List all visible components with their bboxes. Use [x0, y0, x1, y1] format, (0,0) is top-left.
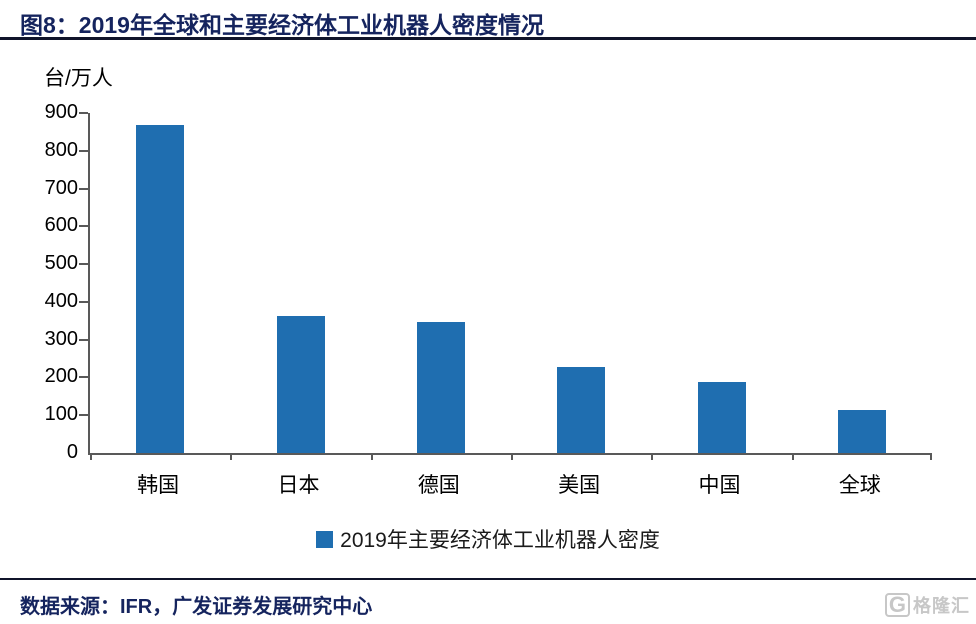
- y-tick-mark: [79, 338, 88, 341]
- x-category-label: 德国: [417, 474, 460, 497]
- figure-number-label: 图8：: [20, 12, 79, 38]
- data-source-text: 数据来源：IFR，广发证券发展研究中心: [20, 596, 373, 618]
- bar-中国: [697, 382, 746, 453]
- y-tick-label: 500: [44, 252, 78, 275]
- x-category-label: 全球: [838, 474, 881, 497]
- bar-美国: [557, 366, 606, 453]
- y-tick-label: 200: [44, 365, 78, 388]
- y-tick-mark: [79, 376, 88, 379]
- plot-area: [88, 113, 932, 460]
- x-tick-mark: [90, 453, 92, 460]
- x-category-label: 美国: [558, 474, 601, 497]
- y-tick-mark: [79, 263, 88, 266]
- legend-series-label: 2019年主要经济体工业机器人密度: [340, 529, 660, 552]
- bar-日本: [276, 315, 325, 453]
- legend-marker-swatch: [316, 530, 334, 548]
- y-tick-label: 100: [44, 403, 78, 426]
- y-tick-mark: [79, 112, 88, 114]
- figure-header: 图8：2019年全球和主要经济体工业机器人密度情况: [0, 0, 976, 40]
- x-category-label: 中国: [698, 474, 741, 497]
- x-category-label: 日本: [277, 474, 320, 497]
- bar-韩国: [136, 125, 185, 453]
- y-tick-label: 300: [44, 327, 78, 350]
- y-tick-label: 900: [44, 101, 78, 123]
- y-tick-mark: [79, 187, 88, 190]
- x-tick-mark: [791, 453, 794, 460]
- chart-legend: 2019年主要经济体工业机器人密度: [0, 524, 976, 554]
- y-tick-label: 400: [44, 289, 78, 312]
- y-tick-mark: [79, 414, 88, 417]
- y-tick-label: 0: [66, 441, 78, 463]
- y-tick-mark: [79, 149, 88, 152]
- y-tick-label: 600: [44, 214, 78, 237]
- y-tick-label: 700: [44, 176, 78, 199]
- footer-divider: [0, 578, 976, 580]
- x-tick-mark: [930, 453, 932, 460]
- x-tick-mark: [370, 453, 373, 460]
- gelonghui-watermark: G 格隆汇: [884, 592, 970, 618]
- bar-全球: [837, 410, 886, 453]
- bar-德国: [416, 322, 465, 453]
- y-tick-mark: [79, 225, 88, 228]
- gelonghui-logo-text: 格隆汇: [913, 596, 970, 616]
- figure-title-text: 2019年全球和主要经济体工业机器人密度情况: [78, 12, 544, 38]
- gelonghui-logo-icon: G: [884, 593, 910, 617]
- figure-title: 图8：2019年全球和主要经济体工业机器人密度情况: [20, 6, 544, 40]
- x-category-label: 韩国: [137, 474, 180, 497]
- x-tick-mark: [230, 453, 233, 460]
- y-tick-mark: [79, 300, 88, 303]
- y-axis-unit-label: 台/万人: [44, 67, 113, 90]
- y-tick-label: 800: [44, 138, 78, 161]
- x-tick-mark: [651, 453, 654, 460]
- x-tick-mark: [511, 453, 513, 460]
